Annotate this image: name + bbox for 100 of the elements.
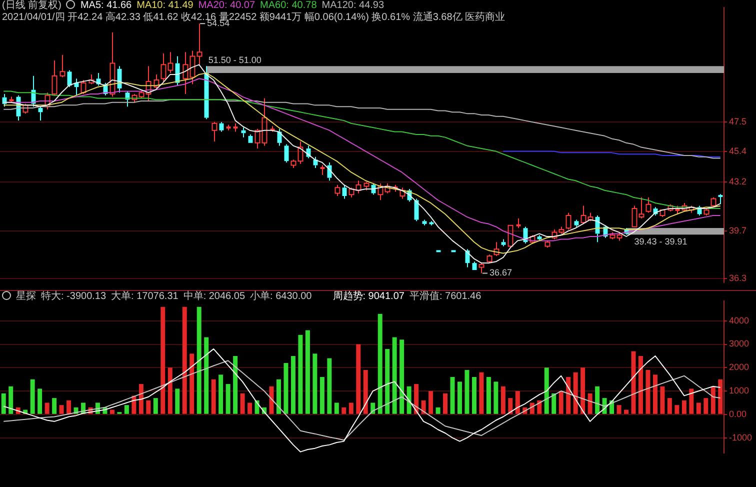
bar	[248, 402, 252, 414]
bar	[305, 330, 310, 414]
candlestick	[248, 134, 253, 143]
bar	[595, 386, 600, 414]
bar	[124, 405, 129, 414]
bar	[1, 393, 6, 414]
bar	[110, 410, 114, 414]
bar	[580, 368, 586, 414]
bar	[66, 400, 72, 414]
bar	[710, 386, 716, 414]
candlestick	[196, 23, 202, 66]
bar	[537, 400, 542, 414]
candlestick	[638, 196, 644, 219]
bar	[8, 386, 14, 414]
bar	[146, 400, 151, 414]
annotation: 36.67	[489, 268, 512, 278]
bar	[508, 398, 513, 414]
bar	[334, 402, 339, 414]
bar	[552, 393, 556, 414]
bar	[682, 400, 686, 414]
bar	[153, 398, 158, 414]
bar	[704, 398, 708, 414]
bar	[168, 368, 172, 414]
text: MA20: 40.07	[198, 0, 256, 11]
candlestick	[501, 238, 506, 247]
bar	[226, 384, 230, 414]
y-tick-label: 1000	[729, 386, 750, 396]
bar	[544, 368, 549, 414]
candlestick	[146, 66, 152, 102]
bar	[312, 354, 318, 414]
bar	[290, 356, 296, 414]
bar	[348, 402, 354, 414]
y-tick-label: 2000	[729, 362, 750, 372]
bar	[500, 386, 506, 414]
bar	[363, 370, 368, 414]
candlestick	[400, 187, 406, 200]
bar	[457, 382, 462, 414]
bar	[638, 356, 643, 414]
candlestick	[212, 121, 218, 142]
bar	[588, 393, 592, 414]
bar	[356, 344, 361, 414]
bar	[616, 405, 622, 414]
bar	[160, 306, 166, 414]
bar	[370, 402, 376, 414]
band-label: 51.50 - 51.00	[208, 55, 262, 66]
y-tick-label: 39.7	[729, 225, 747, 236]
candlestick	[472, 261, 477, 270]
bar	[428, 391, 434, 414]
candlestick	[219, 121, 224, 132]
y-tick-label: 4000	[729, 315, 750, 326]
bar	[624, 410, 629, 414]
bar	[472, 377, 476, 414]
bar	[392, 337, 397, 414]
bar	[320, 377, 324, 414]
candlestick	[190, 50, 196, 85]
bar	[406, 386, 412, 414]
bar	[385, 348, 390, 414]
candlestick	[422, 219, 427, 226]
y-tick-label: 47.5	[729, 116, 747, 126]
bar	[342, 407, 346, 414]
text: MA120: 44.93	[322, 0, 384, 11]
bar	[696, 402, 701, 414]
y-tick-label: 43.2	[729, 176, 747, 187]
bar	[204, 337, 209, 414]
candlestick	[182, 52, 188, 95]
text: MA60: 40.78	[260, 0, 317, 11]
bar	[218, 374, 224, 414]
bar	[38, 388, 42, 414]
bar	[182, 306, 187, 414]
bar	[515, 391, 520, 414]
bar	[233, 356, 238, 414]
bar	[400, 340, 404, 414]
bar	[196, 306, 202, 414]
candlestick	[580, 205, 586, 224]
bar	[443, 393, 448, 414]
bar	[674, 405, 680, 414]
annotation: 特大: -3900.13	[41, 291, 106, 302]
bar	[59, 405, 64, 414]
candlestick	[110, 32, 116, 98]
bar	[30, 379, 35, 414]
text: 平滑值: 7601.46	[409, 291, 482, 302]
bar	[327, 358, 332, 414]
bar	[667, 398, 672, 414]
y-tick-label: 0.00	[729, 408, 747, 419]
bar	[240, 393, 245, 414]
bar	[378, 314, 382, 414]
bar	[558, 391, 564, 414]
bar	[138, 384, 144, 414]
annotation: 中单: 2046.05	[183, 291, 246, 302]
annotation: 小单: 6430.00	[250, 291, 312, 302]
candlestick	[262, 98, 268, 146]
candlestick	[574, 219, 579, 228]
bar	[211, 379, 216, 414]
bar	[276, 379, 281, 414]
bar	[421, 400, 426, 414]
bar	[284, 362, 288, 414]
bar	[566, 377, 571, 414]
y-tick-label: 45.4	[729, 146, 747, 156]
candlestick	[160, 53, 166, 82]
bar	[718, 379, 723, 414]
